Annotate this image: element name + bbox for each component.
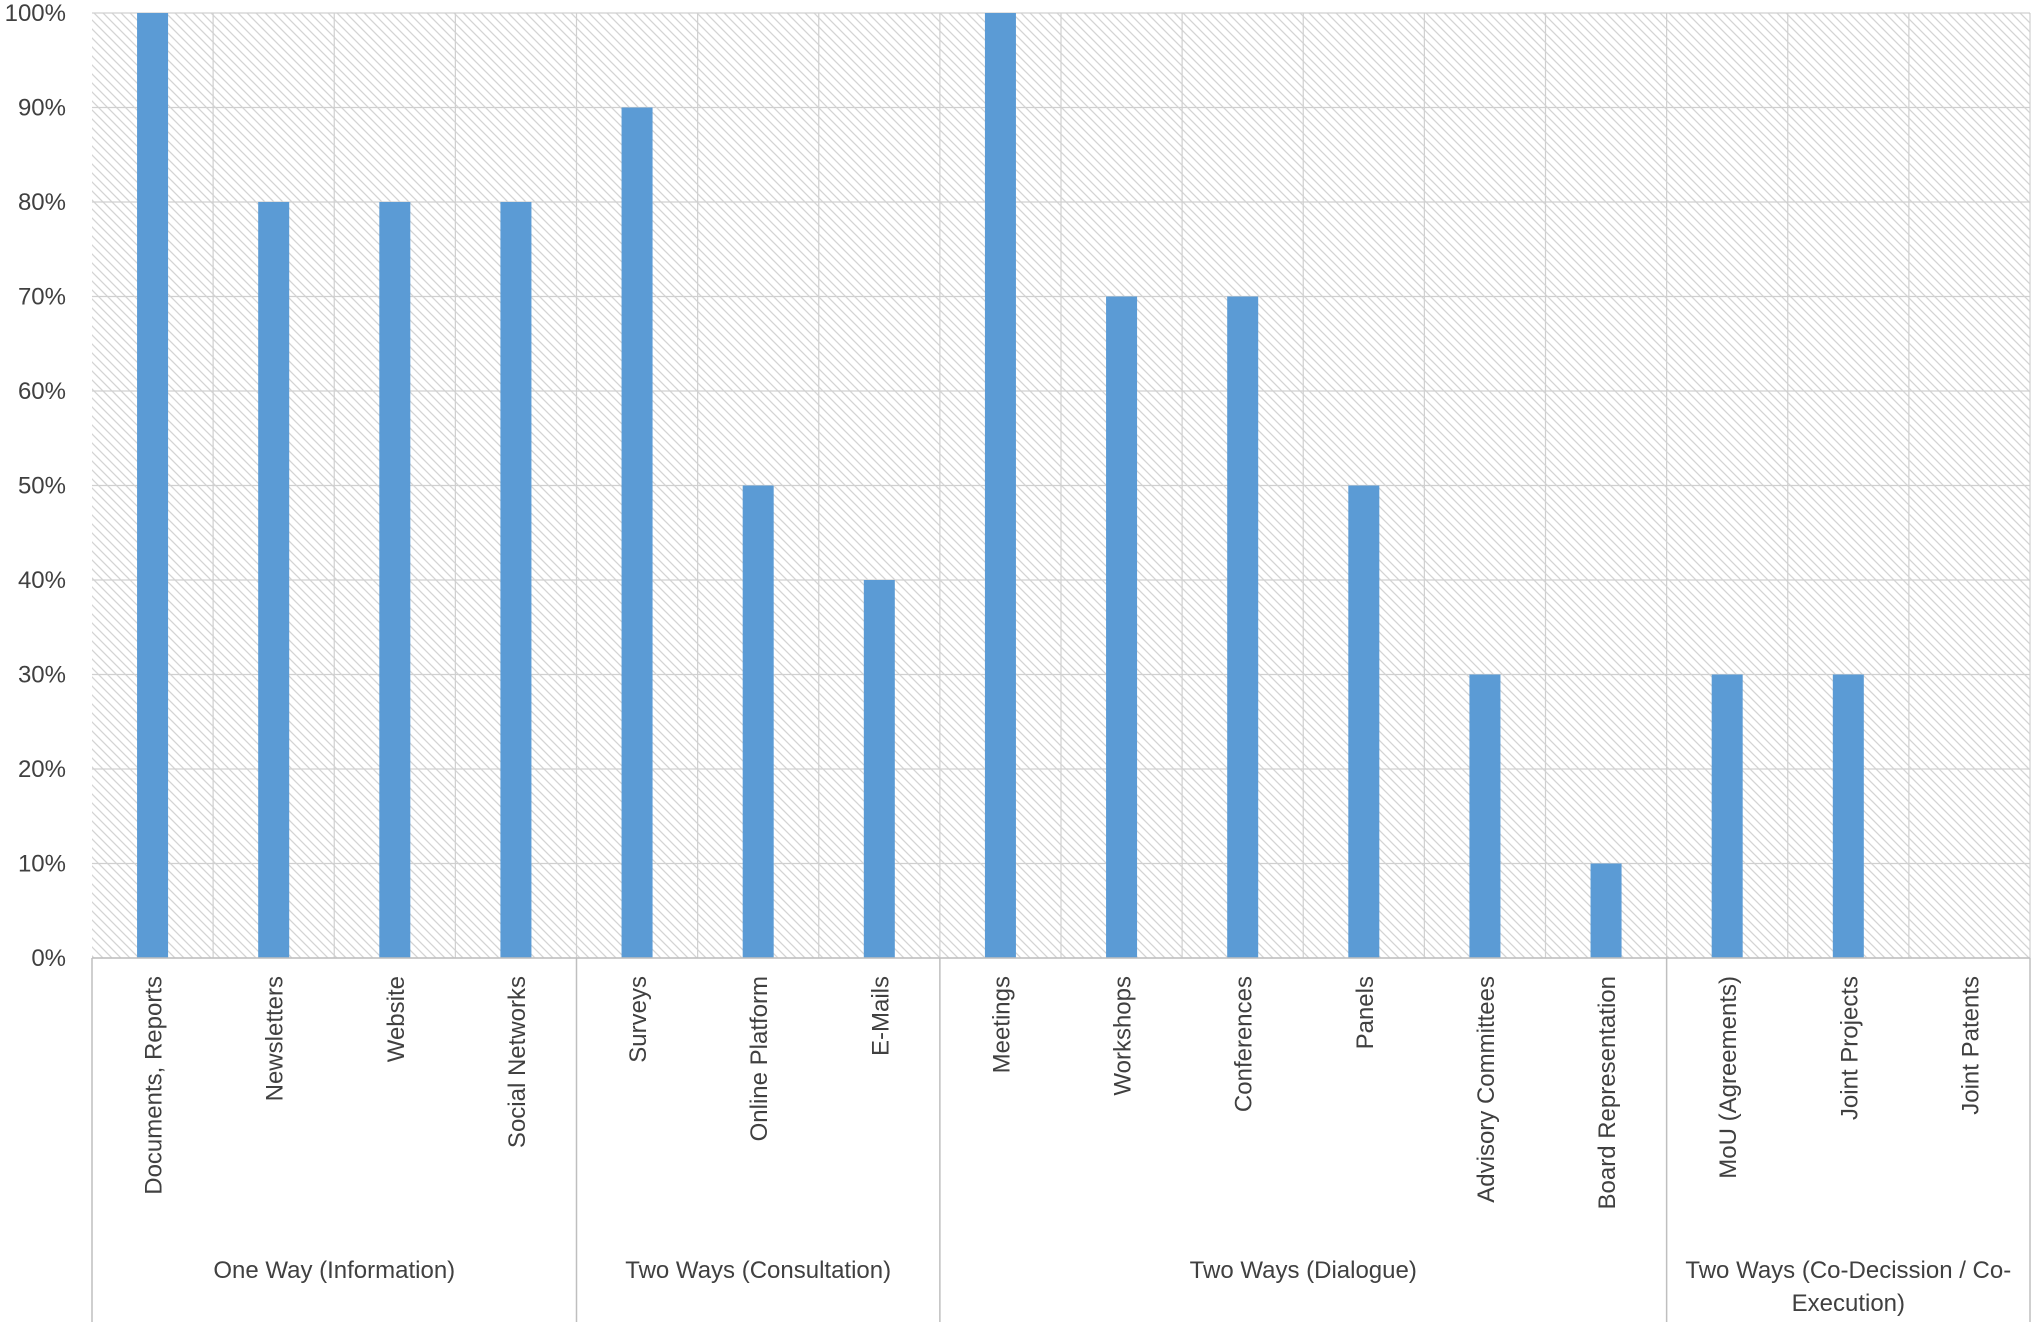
y-axis: 0% 10% 20% 30% 40% 50% 60% 70% 80% 90% 100%: [5, 0, 66, 972]
y-tick-label: 0%: [31, 945, 66, 972]
x-tick-label: Surveys: [625, 976, 652, 1063]
y-tick-label: 50%: [18, 473, 66, 500]
bar: [1590, 863, 1622, 958]
y-tick-label: 90%: [18, 95, 66, 122]
bar: [1348, 485, 1380, 958]
x-tick-label: Joint Projects: [1836, 976, 1863, 1120]
bar: [1106, 296, 1138, 958]
x-tick-label: Website: [383, 976, 410, 1062]
bar: [742, 485, 774, 958]
y-tick-label: 30%: [18, 662, 66, 689]
bar: [863, 580, 895, 958]
group-label: Two Ways (Co-Decission / Co-: [1685, 1257, 2011, 1284]
bar: [1469, 674, 1501, 958]
bar: [621, 107, 653, 958]
x-tick-label: Joint Patents: [1957, 976, 1984, 1115]
y-tick-label: 100%: [5, 0, 66, 27]
y-tick-label: 40%: [18, 567, 66, 594]
x-tick-label: Social Networks: [504, 976, 531, 1148]
gridlines: [92, 12, 2031, 959]
group-label: One Way (Information): [213, 1257, 455, 1284]
y-tick-label: 70%: [18, 284, 66, 311]
x-tick-label: Workshops: [1110, 976, 1137, 1096]
group-label: Two Ways (Dialogue): [1190, 1257, 1417, 1284]
bar: [1832, 674, 1864, 958]
x-tick-label: Board Representation: [1594, 976, 1621, 1209]
x-tick-label: Advisory Committees: [1473, 976, 1500, 1203]
x-tick-label: Newsletters: [262, 976, 289, 1101]
x-tick-label: Documents, Reports: [141, 976, 168, 1195]
x-tick-label: Panels: [1352, 976, 1379, 1049]
bar: [1711, 674, 1743, 958]
bar: [1227, 296, 1259, 958]
bar: [984, 13, 1016, 958]
y-tick-label: 10%: [18, 851, 66, 878]
y-tick-label: 80%: [18, 189, 66, 216]
x-tick-label: Conferences: [1231, 976, 1258, 1112]
bar: [258, 202, 290, 958]
x-tick-label: E-Mails: [867, 976, 894, 1056]
group-label: Execution): [1792, 1290, 1905, 1317]
x-tick-label: Meetings: [988, 976, 1015, 1073]
bars: [137, 13, 1864, 958]
bar: [500, 202, 532, 958]
bar: [137, 13, 169, 958]
y-tick-label: 20%: [18, 756, 66, 783]
group-label: Two Ways (Consultation): [625, 1257, 891, 1284]
x-tick-label: Online Platform: [746, 976, 773, 1141]
bar: [379, 202, 411, 958]
x-axis: Documents, Reports Newsletters Website Soci…: [91, 957, 2031, 1322]
y-tick-label: 60%: [18, 378, 66, 405]
x-tick-label: MoU (Agreements): [1715, 976, 1742, 1179]
